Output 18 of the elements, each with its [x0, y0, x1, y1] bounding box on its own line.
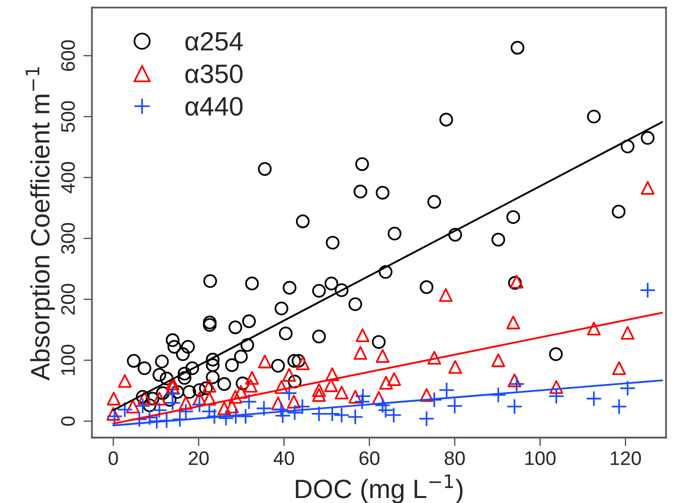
- y-axis-title: Absorption Coefficient m$^{−1}$: [26, 67, 55, 380]
- x-tick-label: 100: [525, 451, 556, 466]
- x-tick-label: 80: [444, 451, 465, 466]
- y-tick-label: 200: [61, 284, 75, 315]
- y-tick-label: 100: [61, 344, 75, 375]
- legend-label: α350: [185, 64, 243, 84]
- y-tick-label: 0: [61, 416, 75, 426]
- legend-label: α440: [185, 97, 243, 116]
- y-tick-label: 600: [61, 40, 75, 71]
- x-tick-label: 20: [188, 451, 209, 466]
- x-tick-label: 40: [274, 451, 294, 466]
- legend-label: α254: [185, 32, 243, 51]
- x-tick-label: 60: [360, 451, 380, 466]
- y-tick-label: 400: [61, 162, 75, 194]
- y-tick-label: 500: [61, 101, 75, 132]
- y-tick-label: 300: [61, 222, 75, 254]
- x-tick-label: 0: [108, 451, 118, 466]
- x-tick-label: 120: [610, 451, 641, 466]
